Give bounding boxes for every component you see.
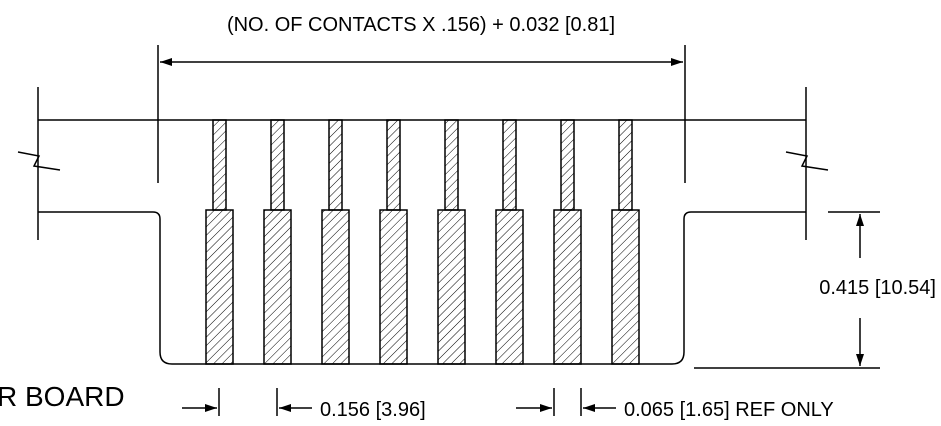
contact xyxy=(321,119,350,365)
contact xyxy=(379,119,408,365)
contact xyxy=(611,119,640,365)
contact xyxy=(553,119,582,365)
break-symbol-left xyxy=(17,151,61,171)
break-symbol-right xyxy=(785,151,829,171)
contact xyxy=(437,119,466,365)
overall-width-label: (NO. OF CONTACTS X .156) + 0.032 [0.81] xyxy=(227,14,615,36)
pitch-dimension-label: 0.156 [3.96] xyxy=(320,399,426,421)
contact xyxy=(205,119,234,365)
board-outline xyxy=(37,87,880,369)
board-label: R BOARD xyxy=(0,381,125,412)
contact xyxy=(263,119,292,365)
contact xyxy=(495,119,524,365)
height-dimension-label: 0.415 [10.54] xyxy=(819,277,936,299)
contacts xyxy=(205,119,640,365)
contact-width-label: 0.065 [1.65] REF ONLY xyxy=(624,399,834,421)
